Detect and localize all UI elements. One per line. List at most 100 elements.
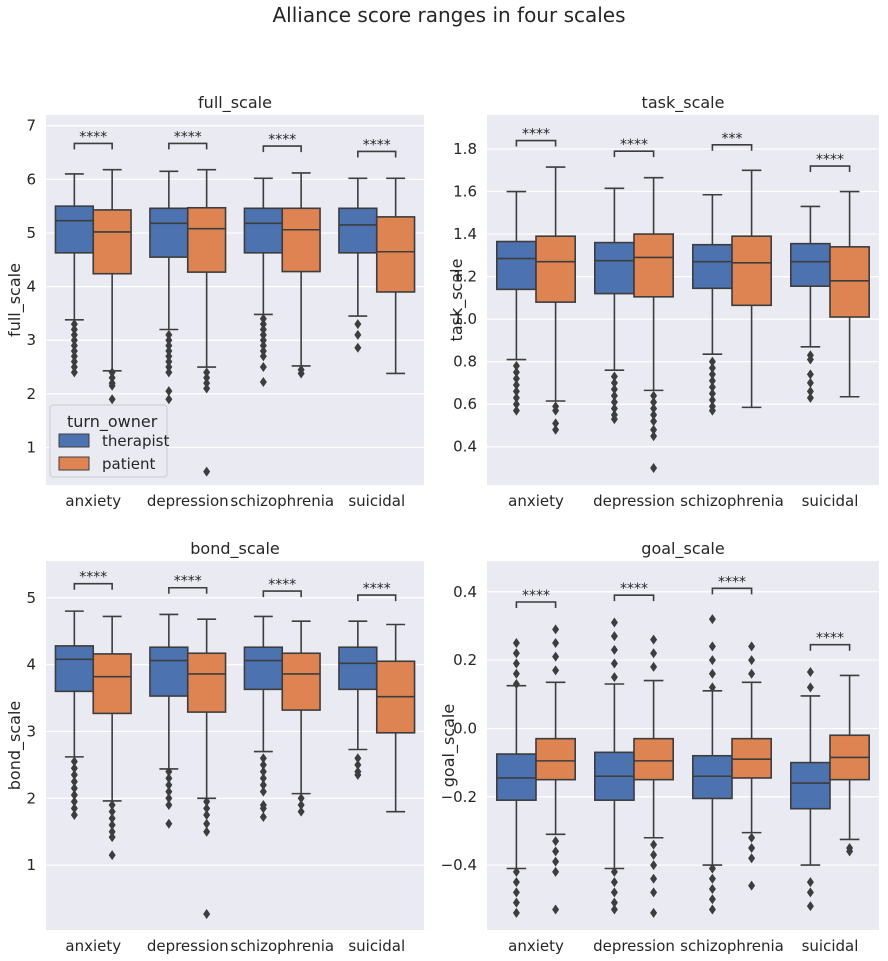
- outlier-point: [165, 786, 173, 797]
- box-patient-anxiety: [535, 624, 577, 915]
- outlier-point: [610, 371, 618, 382]
- x-tick-label: schizophrenia: [230, 937, 334, 955]
- box-therapist-depression: [593, 617, 635, 915]
- outlier-point: [806, 354, 814, 365]
- outlier-point: [610, 672, 618, 683]
- outlier-point: [708, 405, 716, 416]
- outlier-point: [512, 897, 520, 908]
- x-tick-label: anxiety: [508, 492, 564, 510]
- outlier-point: [512, 887, 520, 898]
- box-body: [243, 646, 284, 691]
- outlier-point: [650, 907, 658, 918]
- y-tick-label: 2: [26, 385, 36, 403]
- outlier-point: [165, 362, 173, 373]
- box-patient-schizophrenia: [731, 641, 773, 891]
- y-tick-label: 1.6: [453, 183, 477, 201]
- box-body: [789, 761, 831, 810]
- outlier-point: [650, 839, 658, 850]
- box-body: [186, 652, 227, 713]
- significance-label: ****: [79, 129, 107, 145]
- significance-bracket: [809, 643, 851, 651]
- outlier-point: [552, 638, 560, 648]
- box-body: [691, 754, 733, 800]
- outlier-point: [70, 367, 78, 378]
- outlier-point: [70, 776, 78, 787]
- outlier-point: [708, 641, 716, 652]
- y-axis-label: full_scale: [5, 263, 25, 337]
- y-tick-label: 1.8: [453, 140, 477, 158]
- outlier-point: [512, 380, 520, 391]
- outlier-point: [708, 863, 716, 874]
- outlier-point: [708, 682, 716, 693]
- outlier-point: [610, 897, 618, 908]
- legend-label-patient: patient: [102, 455, 155, 473]
- outlier-point: [650, 634, 658, 645]
- outlier-point: [354, 329, 362, 340]
- legend-swatch-patient: [58, 456, 90, 471]
- panel-task-scale: 0.4 0.6 0.8 1.0 1.2 1.4 1.6 1.8 task_scale task_s…: [447, 93, 879, 510]
- outlier-point: [708, 884, 716, 894]
- y-tick-label: 0.2: [453, 651, 477, 669]
- significance-bracket: [168, 142, 208, 150]
- y-tick-label: 0.4: [453, 583, 477, 601]
- outlier-point: [552, 904, 560, 915]
- outlier-point: [650, 403, 658, 414]
- box-body: [338, 207, 378, 254]
- significance-label: ****: [174, 574, 202, 590]
- outlier-point: [70, 340, 78, 351]
- outlier-point: [108, 799, 116, 810]
- outlier-point: [165, 394, 173, 405]
- outlier-point: [610, 904, 618, 915]
- significance-label: ****: [522, 127, 550, 143]
- outlier-point: [552, 866, 560, 877]
- y-tick-label: 4: [26, 656, 36, 674]
- outlier-point: [708, 655, 716, 666]
- outlier-point: [806, 392, 814, 403]
- box-body: [829, 246, 871, 318]
- outlier-point: [708, 375, 716, 386]
- outlier-point: [165, 779, 173, 790]
- outlier-point: [70, 796, 78, 807]
- outlier-point: [650, 849, 658, 860]
- box-therapist-depression: [593, 187, 635, 425]
- significance-bracket: [711, 143, 753, 151]
- x-tick-label: anxiety: [65, 492, 121, 510]
- y-tick-label: 3: [26, 331, 36, 349]
- outlier-point: [259, 766, 267, 777]
- outlier-point: [297, 793, 305, 804]
- outlier-point: [708, 356, 716, 367]
- outlier-point: [748, 641, 756, 652]
- outlier-point: [70, 789, 78, 800]
- outlier-point: [650, 390, 658, 401]
- outlier-point: [259, 362, 267, 373]
- outlier-point: [70, 356, 78, 367]
- box-body: [495, 753, 537, 801]
- x-tick-label: anxiety: [508, 937, 564, 955]
- outlier-point: [70, 756, 78, 767]
- x-tick-label: suicidal: [802, 937, 859, 955]
- significance-label: ****: [363, 581, 391, 597]
- outlier-point: [650, 431, 658, 442]
- outlier-point: [70, 769, 78, 780]
- box-body: [633, 233, 675, 298]
- box-patient-depression: [186, 168, 227, 477]
- outlier-point: [610, 644, 618, 655]
- outlier-point: [512, 392, 520, 403]
- x-tick-label: depression: [593, 937, 675, 955]
- significance-bracket: [711, 587, 753, 595]
- outlier-point: [806, 377, 814, 388]
- outlier-point: [108, 367, 116, 378]
- outlier-point: [552, 665, 560, 676]
- box-therapist-anxiety: [495, 638, 537, 918]
- outlier-point: [108, 813, 116, 824]
- box-body: [535, 737, 577, 781]
- outlier-point: [259, 351, 267, 362]
- outlier-point: [748, 880, 756, 891]
- outlier-point: [552, 856, 560, 867]
- box-patient-suicidal: [375, 623, 416, 813]
- outlier-point: [610, 617, 618, 628]
- outlier-point: [552, 624, 560, 635]
- outlier-point: [552, 424, 560, 435]
- outlier-point: [203, 367, 211, 378]
